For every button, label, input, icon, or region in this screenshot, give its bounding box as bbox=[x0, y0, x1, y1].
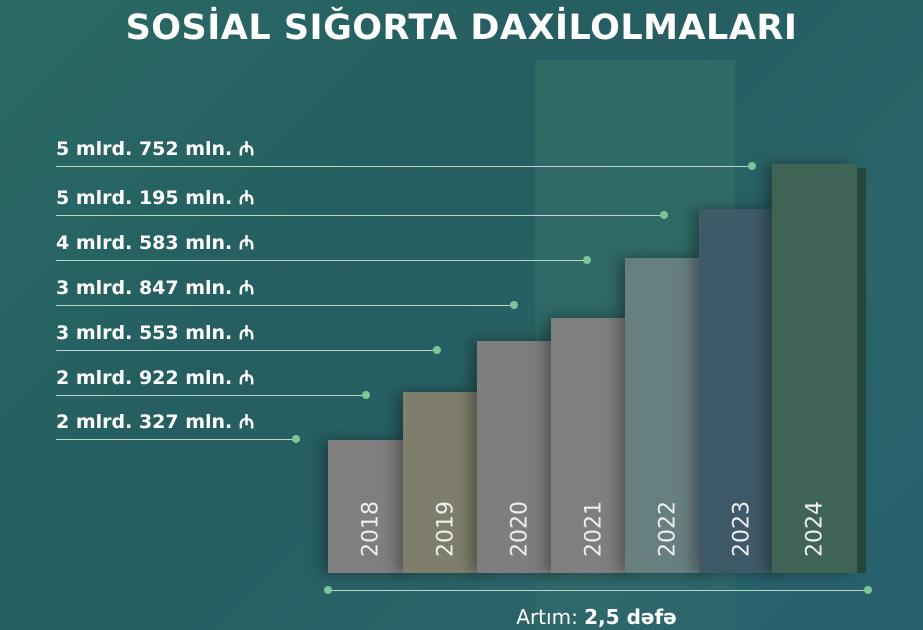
bar-2022: 2022 bbox=[625, 258, 719, 573]
growth-span-end-dot bbox=[864, 586, 872, 594]
bar-year-label: 2018 bbox=[358, 501, 383, 557]
bar-year-label: 2020 bbox=[507, 500, 532, 557]
value-leader-line bbox=[56, 395, 366, 396]
bar-2021: 2021 bbox=[551, 317, 645, 573]
growth-span-start-dot bbox=[324, 586, 332, 594]
value-leader-line bbox=[56, 305, 514, 306]
data-label-2020: 3 mlrd. 553 mln. ₼ bbox=[56, 322, 255, 344]
bar-side bbox=[857, 168, 866, 573]
bar-year-label: 2021 bbox=[581, 500, 606, 557]
data-label-2022: 4 mlrd. 583 mln. ₼ bbox=[56, 232, 255, 254]
bar-2018: 2018 bbox=[328, 440, 422, 573]
growth-text: Artım: 2,5 dəfə bbox=[0, 605, 923, 629]
value-leader-dot bbox=[433, 346, 441, 354]
data-label-2021: 3 mlrd. 847 mln. ₼ bbox=[56, 277, 255, 299]
bar-2024: 2024 bbox=[772, 164, 866, 573]
value-leader-line bbox=[56, 260, 587, 261]
growth-span-line bbox=[328, 590, 868, 591]
value-leader-line bbox=[56, 215, 664, 216]
bar-2020: 2020 bbox=[477, 341, 571, 573]
bar-year-label: 2024 bbox=[802, 501, 827, 557]
value-leader-dot bbox=[583, 256, 591, 264]
value-leader-line bbox=[56, 166, 752, 167]
bar-year-label: 2022 bbox=[655, 500, 680, 557]
value-leader-line bbox=[56, 439, 296, 440]
value-leader-dot bbox=[362, 391, 370, 399]
value-leader-dot bbox=[292, 435, 300, 443]
growth-value: 2,5 dəfə bbox=[584, 605, 677, 629]
data-label-2018: 2 mlrd. 327 mln. ₼ bbox=[56, 411, 255, 433]
page-title: SOSİAL SIĞORTA DAXİLOLMALARI bbox=[125, 8, 798, 48]
data-label-2019: 2 mlrd. 922 mln. ₼ bbox=[56, 367, 255, 389]
growth-label: Artım: bbox=[516, 605, 578, 629]
bar-year-label: 2019 bbox=[433, 500, 458, 557]
value-leader-line bbox=[56, 350, 437, 351]
value-leader-dot bbox=[748, 162, 756, 170]
bar-year-label: 2023 bbox=[729, 500, 754, 557]
value-leader-dot bbox=[660, 211, 668, 219]
bar-2019: 2019 bbox=[403, 392, 497, 573]
data-label-2023: 5 mlrd. 195 mln. ₼ bbox=[56, 187, 255, 209]
data-label-2024: 5 mlrd. 752 mln. ₼ bbox=[56, 138, 255, 160]
value-leader-dot bbox=[510, 301, 518, 309]
